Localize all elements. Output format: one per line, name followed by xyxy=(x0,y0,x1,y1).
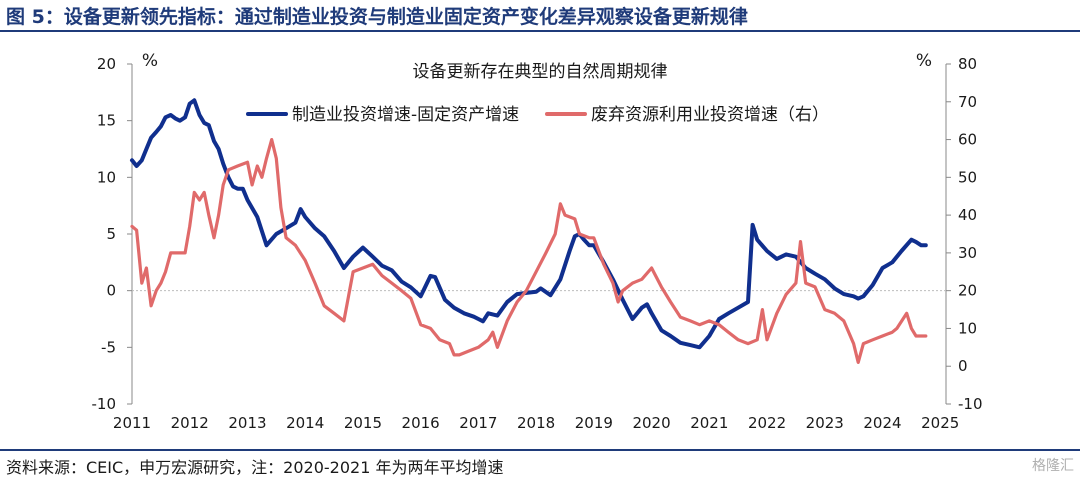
right-tick-label: 70 xyxy=(958,93,977,111)
x-tick-label: 2021 xyxy=(690,414,728,432)
plot-area xyxy=(130,98,928,364)
legend-label: 制造业投资增速-固定资产增速 xyxy=(292,105,519,125)
left-tick-label: 15 xyxy=(97,112,116,130)
x-tick-label: 2013 xyxy=(228,414,266,432)
right-tick-label: 80 xyxy=(958,55,977,73)
x-tick-label: 2016 xyxy=(402,414,440,432)
x-tick-label: 2024 xyxy=(863,414,901,432)
right-tick-label: 30 xyxy=(958,244,977,262)
left-tick-label: -5 xyxy=(101,338,116,356)
top-rule xyxy=(0,30,1080,32)
right-tick-label: 40 xyxy=(958,206,977,224)
x-tick-label: 2018 xyxy=(517,414,555,432)
x-tick-label: 2015 xyxy=(344,414,382,432)
axes: -10 -5 0 5 10 15 20 -10 0 10 20 30 40 50 60 70 80 2011 201… xyxy=(92,55,983,432)
left-tick-label: 0 xyxy=(106,282,116,300)
x-tick-label: 2017 xyxy=(459,414,497,432)
right-tick-label: 0 xyxy=(958,357,968,375)
legend-label: 废弃资源利用业投资增速（右） xyxy=(591,105,829,125)
source-note: 资料来源：CEIC，申万宏源研究，注：2020-2021 年为两年平均增速 xyxy=(6,458,504,477)
x-tick-label: 2019 xyxy=(575,414,613,432)
bottom-rule xyxy=(0,449,1080,451)
left-tick-label: 10 xyxy=(97,168,116,186)
right-tick-label: 20 xyxy=(958,282,977,300)
right-tick-label: 50 xyxy=(958,168,977,186)
x-tick-label: 2020 xyxy=(632,414,670,432)
left-axis-unit: % xyxy=(142,51,158,71)
right-tick-label: 10 xyxy=(958,319,977,337)
series-line-manufacturing xyxy=(130,98,928,350)
left-tick-label: -10 xyxy=(92,395,117,413)
x-tick-label: 2014 xyxy=(286,414,324,432)
left-tick-label: 5 xyxy=(106,225,116,243)
right-tick-label: -10 xyxy=(958,395,983,413)
right-tick-label: 60 xyxy=(958,131,977,149)
legend: 制造业投资增速-固定资产增速 废弃资源利用业投资增速（右） xyxy=(246,105,829,125)
figure-title: 图 5：设备更新领先指标：通过制造业投资与制造业固定资产变化差异观察设备更新规律 xyxy=(6,6,748,28)
x-tick-label: 2012 xyxy=(171,414,209,432)
right-axis-unit: % xyxy=(916,51,932,71)
x-tick-label: 2023 xyxy=(806,414,844,432)
series-line-waste-resources xyxy=(130,138,928,364)
x-tick-label: 2011 xyxy=(113,414,151,432)
line-chart: 设备更新存在典型的自然周期规律 % % -10 -5 0 5 10 15 20 -10 0 10 2… xyxy=(92,51,983,432)
x-tick-label: 2022 xyxy=(748,414,786,432)
x-tick-label: 2025 xyxy=(921,414,959,432)
watermark: 格隆汇 xyxy=(1032,458,1074,474)
chart-title: 设备更新存在典型的自然周期规律 xyxy=(413,62,668,82)
left-tick-label: 20 xyxy=(97,55,116,73)
